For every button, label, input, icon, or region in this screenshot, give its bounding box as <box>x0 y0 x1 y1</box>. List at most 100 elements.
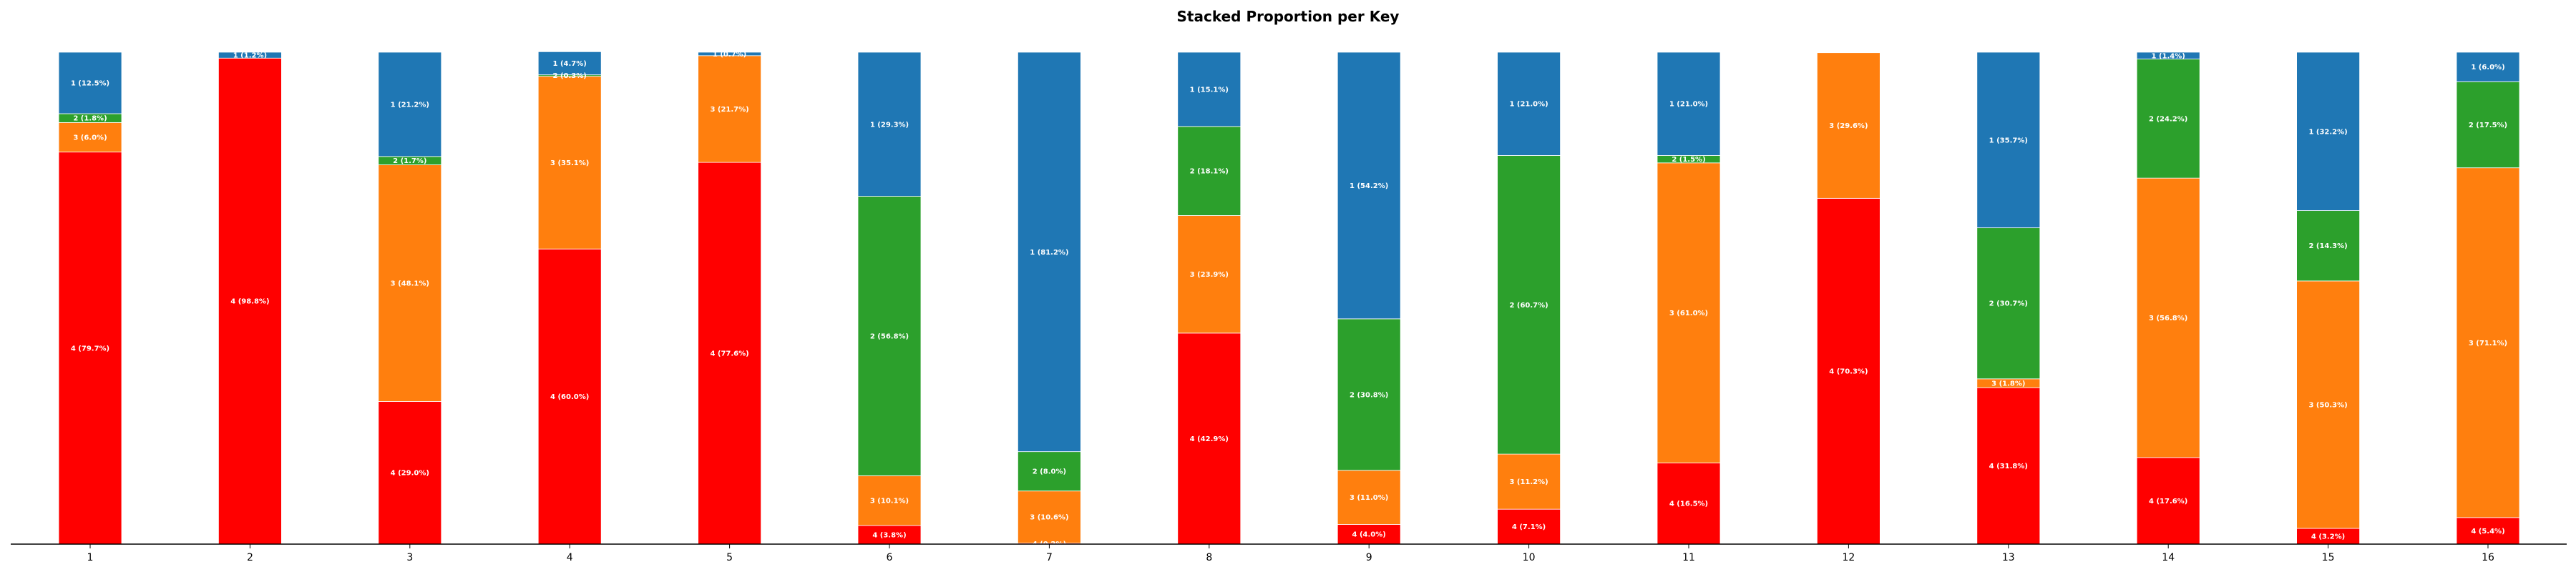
bar-segment-key-13-series-4 <box>1976 387 2041 545</box>
x-ticks-layer: 1 2 3 4 5 6 7 8 9 10 11 12 13 14 15 16 <box>87 544 2494 563</box>
bar-segment-key-15-series-1 <box>2296 51 2361 211</box>
segment-label-key-5-series-4: 4 (77.6%) <box>710 350 748 358</box>
x-tick-label-11: 11 <box>1682 552 1695 563</box>
bar-segment-key-8-series-1 <box>1177 51 1241 127</box>
x-tick-label-14: 14 <box>2162 552 2175 563</box>
bar-segment-key-7-series-3 <box>1018 490 1081 544</box>
segment-label-key-14-series-1: 1 (1.4%) <box>2152 52 2185 60</box>
segment-label-key-7-series-2: 2 (8.0%) <box>1033 468 1066 476</box>
bar-segment-key-6-series-3 <box>857 475 922 526</box>
x-tick-label-7: 7 <box>1046 552 1053 563</box>
segment-label-key-14-series-4: 4 (17.6%) <box>2149 498 2187 506</box>
segment-label-key-3-series-4: 4 (29.0%) <box>391 470 429 478</box>
segment-label-key-13-series-3: 3 (1.8%) <box>1991 380 2025 388</box>
bar-segment-key-14-series-4 <box>2136 457 2200 545</box>
bars-layer <box>58 51 2520 545</box>
bar-segment-key-15-series-2 <box>2296 210 2361 282</box>
segment-label-key-11-series-2: 2 (1.5%) <box>1672 156 1705 164</box>
segment-label-key-9-series-4: 4 (4.0%) <box>1352 531 1386 539</box>
bar-segment-key-16-series-2 <box>2456 81 2520 169</box>
bar-segment-key-4-series-4 <box>537 248 602 545</box>
segment-label-key-1-series-3: 3 (6.0%) <box>73 134 107 142</box>
segment-label-key-15-series-4: 4 (3.2%) <box>2311 533 2345 541</box>
chart-title: Stacked Proportion per Key <box>1177 8 1400 25</box>
segment-label-key-8-series-4: 4 (42.9%) <box>1190 435 1229 443</box>
segment-label-key-3-series-2: 2 (1.7%) <box>393 157 426 165</box>
segment-label-key-9-series-1: 1 (54.2%) <box>1350 182 1388 190</box>
segment-label-key-8-series-1: 1 (15.1%) <box>1190 86 1229 94</box>
segment-label-key-12-series-3: 3 (29.6%) <box>1829 122 1868 130</box>
segment-label-key-12-series-4: 4 (70.3%) <box>1829 368 1868 376</box>
bar-segment-key-1-series-3 <box>58 122 122 153</box>
bar-segment-key-16-series-1 <box>2456 51 2520 82</box>
x-tick-label-9: 9 <box>1366 552 1372 563</box>
x-tick-label-6: 6 <box>887 552 893 563</box>
bar-segment-key-14-series-3 <box>2136 177 2200 458</box>
x-tick-label-15: 15 <box>2322 552 2335 563</box>
bar-segment-key-2-series-4 <box>218 57 282 545</box>
x-tick-label-3: 3 <box>406 552 413 563</box>
x-tick-label-5: 5 <box>726 552 733 563</box>
segment-label-key-13-series-1: 1 (35.7%) <box>1989 137 2028 144</box>
bar-segment-key-14-series-1 <box>2136 51 2200 60</box>
segment-label-key-14-series-2: 2 (24.2%) <box>2149 115 2187 123</box>
segment-label-key-3-series-1: 1 (21.2%) <box>391 101 429 109</box>
segment-label-key-1-series-2: 2 (1.8%) <box>73 115 107 123</box>
segment-label-key-2-series-4: 4 (98.8%) <box>230 298 269 306</box>
bar-segment-key-6-series-1 <box>857 51 922 197</box>
segment-label-key-11-series-1: 1 (21.0%) <box>1669 101 1708 109</box>
bar-segment-key-5-series-3 <box>698 55 761 163</box>
segment-label-key-13-series-2: 2 (30.7%) <box>1989 300 2028 308</box>
segment-label-key-5-series-3: 3 (21.7%) <box>710 106 748 114</box>
segment-label-key-9-series-2: 2 (30.8%) <box>1350 391 1388 399</box>
bar-segment-key-5-series-4 <box>698 162 761 545</box>
bar-segment-key-3-series-1 <box>378 51 442 157</box>
segment-label-key-4-series-1: 1 (4.7%) <box>553 60 587 68</box>
x-tick-label-8: 8 <box>1206 552 1212 563</box>
bar-segment-key-5-series-1 <box>698 51 761 56</box>
segment-label-key-6-series-3: 3 (10.1%) <box>870 498 909 506</box>
segment-label-key-1-series-4: 4 (79.7%) <box>71 345 109 352</box>
segment-label-key-6-series-1: 1 (29.3%) <box>870 121 909 129</box>
x-tick-label-1: 1 <box>87 552 94 563</box>
segment-label-key-10-series-3: 3 (11.2%) <box>1509 478 1548 486</box>
bar-segment-key-7-series-2 <box>1018 451 1081 492</box>
segment-label-key-16-series-4: 4 (5.4%) <box>2471 528 2504 536</box>
bar-segment-key-2-series-1 <box>218 51 282 59</box>
segment-label-key-7-series-3: 3 (10.6%) <box>1030 514 1068 522</box>
segment-label-key-4-series-2: 2 (0.3%) <box>553 72 587 80</box>
bar-segment-key-11-series-1 <box>1657 51 1721 156</box>
segment-label-key-1-series-1: 1 (12.5%) <box>71 80 109 88</box>
segment-label-key-11-series-4: 4 (16.5%) <box>1669 500 1708 508</box>
bar-segment-key-8-series-2 <box>1177 126 1241 216</box>
segment-label-key-15-series-1: 1 (32.2%) <box>2308 128 2347 136</box>
segment-label-key-4-series-3: 3 (35.1%) <box>550 159 589 167</box>
bar-segment-key-10-series-3 <box>1497 453 1561 510</box>
segment-label-key-2-series-1: 1 (1.2%) <box>233 52 267 60</box>
bar-segment-key-16-series-3 <box>2456 167 2520 518</box>
x-tick-label-16: 16 <box>2482 552 2494 563</box>
bar-segment-key-6-series-4 <box>857 525 922 545</box>
bar-segment-key-12-series-4 <box>1816 197 1880 545</box>
bar-segment-key-8-series-3 <box>1177 215 1241 334</box>
segment-label-key-16-series-1: 1 (6.0%) <box>2471 64 2504 72</box>
segment-label-key-5-series-1: 1 (0.7%) <box>713 51 746 59</box>
segment-label-key-7-series-1: 1 (81.2%) <box>1030 249 1068 257</box>
segment-label-key-9-series-3: 3 (11.0%) <box>1350 494 1388 502</box>
bar-segment-key-13-series-1 <box>1976 51 2041 229</box>
bar-segment-key-7-series-1 <box>1018 51 1081 453</box>
x-tick-label-2: 2 <box>247 552 253 563</box>
segment-label-key-10-series-4: 4 (7.1%) <box>1512 523 1546 531</box>
bar-segment-key-3-series-3 <box>378 164 442 402</box>
x-tick-label-12: 12 <box>1842 552 1855 563</box>
bar-segment-key-1-series-1 <box>58 51 122 114</box>
bar-segment-key-4-series-1 <box>537 51 602 76</box>
segment-label-key-15-series-3: 3 (50.3%) <box>2308 401 2347 409</box>
bar-segment-key-11-series-4 <box>1657 463 1721 545</box>
x-tick-label-4: 4 <box>567 552 573 563</box>
segment-label-key-8-series-2: 2 (18.1%) <box>1190 168 1229 176</box>
x-tick-label-13: 13 <box>2002 552 2015 563</box>
segment-label-key-3-series-3: 3 (48.1%) <box>391 280 429 288</box>
